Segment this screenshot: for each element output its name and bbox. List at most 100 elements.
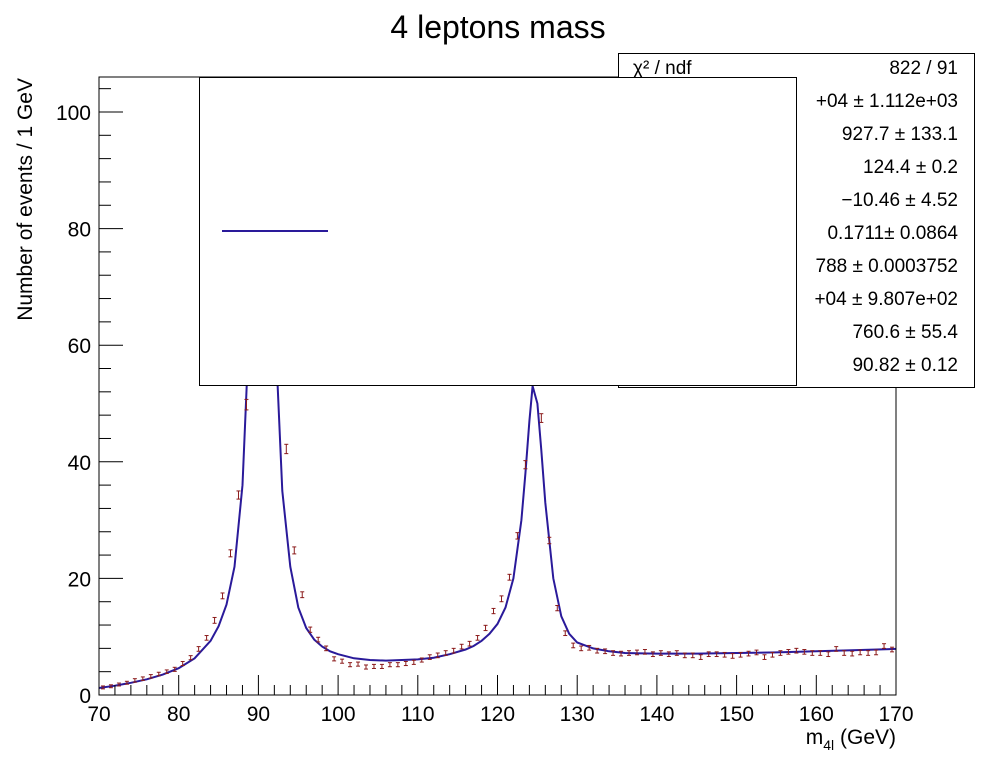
stat-row: +04 ± 9.807e+02 xyxy=(619,285,974,319)
data-point xyxy=(387,662,392,668)
data-point xyxy=(220,592,225,600)
x-tick-label: 170 xyxy=(878,703,913,726)
data-point xyxy=(547,536,552,545)
data-point xyxy=(332,656,337,662)
y-tick-label: 40 xyxy=(68,452,91,475)
data-point xyxy=(419,657,424,663)
data-point xyxy=(714,651,719,658)
x-tick-label: 90 xyxy=(247,703,270,726)
data-point xyxy=(300,591,305,599)
stat-row: 0.1711± 0.0864 xyxy=(619,219,974,253)
data-point xyxy=(467,640,472,647)
data-point xyxy=(658,650,663,656)
data-point xyxy=(499,595,504,603)
data-point xyxy=(308,626,313,633)
data-point xyxy=(834,646,839,652)
legend-fit-line xyxy=(222,230,328,232)
data-point xyxy=(738,651,743,658)
stat-value: +04 ± 9.807e+02 xyxy=(814,289,958,310)
stat-row: +04 ± 1.112e+03 xyxy=(619,87,974,121)
data-point xyxy=(284,443,289,455)
stat-label: χ² / ndf xyxy=(633,58,692,79)
data-point xyxy=(778,650,783,656)
data-point xyxy=(172,666,177,672)
data-point xyxy=(682,652,687,659)
data-point xyxy=(890,646,895,653)
stat-value: −10.46 ± 4.52 xyxy=(841,190,958,211)
data-point xyxy=(507,573,512,581)
y-axis-label: Number of events / 1 GeV xyxy=(14,78,37,321)
data-point xyxy=(100,685,105,690)
stat-row: χ² / ndf 822 / 91 xyxy=(619,54,974,88)
data-point xyxy=(842,650,847,656)
stat-row: −10.46 ± 4.52 xyxy=(619,186,974,220)
data-point xyxy=(204,635,209,641)
data-point xyxy=(443,650,448,656)
data-point xyxy=(730,653,735,659)
data-point xyxy=(722,651,727,658)
data-point xyxy=(459,643,464,650)
x-tick-label: 80 xyxy=(167,703,190,726)
y-tick-label: 0 xyxy=(79,685,91,708)
data-point xyxy=(363,664,368,670)
data-point xyxy=(603,648,608,655)
data-point xyxy=(810,650,815,656)
data-point xyxy=(348,662,353,668)
data-point xyxy=(188,655,193,661)
data-point xyxy=(587,644,592,651)
data-point xyxy=(627,650,632,656)
stat-value: 0.1711± 0.0864 xyxy=(827,223,958,244)
data-point xyxy=(236,490,241,500)
data-point xyxy=(515,532,520,540)
data-point xyxy=(180,660,185,667)
x-tick-label: 130 xyxy=(560,703,595,726)
data-point xyxy=(140,676,145,681)
fit-curve xyxy=(98,81,897,689)
data-point xyxy=(395,662,400,668)
data-point xyxy=(132,678,137,683)
data-point xyxy=(866,650,871,656)
stat-value: 124.4 ± 0.2 xyxy=(863,157,958,178)
data-point xyxy=(634,649,639,656)
data-point xyxy=(698,654,703,660)
data-point xyxy=(555,605,560,612)
data-point xyxy=(324,645,329,652)
data-point xyxy=(116,682,121,687)
stat-value: 927.7 ± 133.1 xyxy=(841,124,958,145)
data-point xyxy=(674,650,679,656)
data-point xyxy=(579,645,584,652)
data-point xyxy=(156,671,161,677)
x-tick-label: 160 xyxy=(799,703,834,726)
legend-box xyxy=(199,77,797,386)
data-point xyxy=(371,663,376,669)
x-tick-label: 100 xyxy=(321,703,356,726)
x-tick-label: 140 xyxy=(639,703,674,726)
data-point xyxy=(451,647,456,654)
data-point xyxy=(108,684,113,689)
data-point xyxy=(411,659,416,665)
data-point xyxy=(316,636,321,643)
data-point xyxy=(666,651,671,658)
data-point xyxy=(244,398,249,411)
data-point xyxy=(212,616,217,624)
stat-value: 90.82 ± 0.12 xyxy=(852,355,958,376)
data-point xyxy=(228,549,233,558)
x-axis-label: m4l (GeV) xyxy=(806,726,896,753)
data-point xyxy=(770,651,775,658)
data-point xyxy=(802,649,807,655)
stat-row: 927.7 ± 133.1 xyxy=(619,120,974,154)
data-point xyxy=(874,649,879,656)
y-tick-label: 60 xyxy=(68,335,91,358)
stat-value: +04 ± 1.112e+03 xyxy=(815,91,958,112)
data-point xyxy=(850,650,855,657)
data-point xyxy=(340,658,345,664)
data-point xyxy=(762,654,767,660)
data-point xyxy=(882,643,887,649)
data-point xyxy=(690,652,695,659)
data-point xyxy=(706,651,711,658)
data-point xyxy=(818,650,823,656)
x-tick-label: 70 xyxy=(87,703,110,726)
data-point xyxy=(356,661,361,667)
data-point xyxy=(483,624,488,632)
